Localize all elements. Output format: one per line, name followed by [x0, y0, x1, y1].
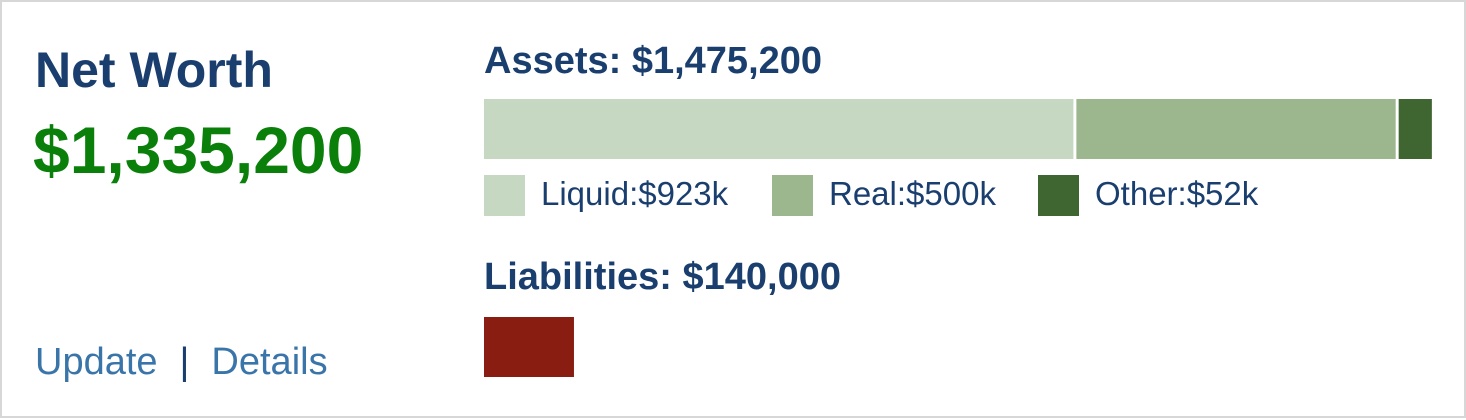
assets-segment-real — [1076, 99, 1396, 159]
net-worth-value: $1,335,200 — [33, 113, 364, 187]
legend-label-liquid: Liquid:$923k — [541, 175, 729, 212]
liabilities-title: Liabilities: $140,000 — [484, 256, 841, 298]
assets-segment-other — [1398, 99, 1432, 159]
legend-label-other: Other:$52k — [1095, 175, 1259, 212]
details-link[interactable]: Details — [211, 341, 328, 383]
update-link[interactable]: Update — [35, 341, 158, 383]
net-worth-title: Net Worth — [35, 42, 273, 98]
liabilities-bar — [484, 317, 574, 377]
link-separator: | — [179, 341, 190, 383]
liabilities-bar-group — [484, 317, 574, 377]
assets-bar — [484, 99, 1432, 159]
legend-swatch-liquid — [484, 175, 525, 216]
widget-links: Update | Details — [35, 340, 328, 384]
assets-legend — [484, 175, 1079, 216]
legend-label-real: Real:$500k — [829, 175, 996, 212]
legend-swatch-other — [1038, 175, 1079, 216]
assets-title: Assets: $1,475,200 — [484, 40, 823, 82]
legend-swatch-real — [772, 175, 813, 216]
assets-segment-liquid — [484, 99, 1074, 159]
